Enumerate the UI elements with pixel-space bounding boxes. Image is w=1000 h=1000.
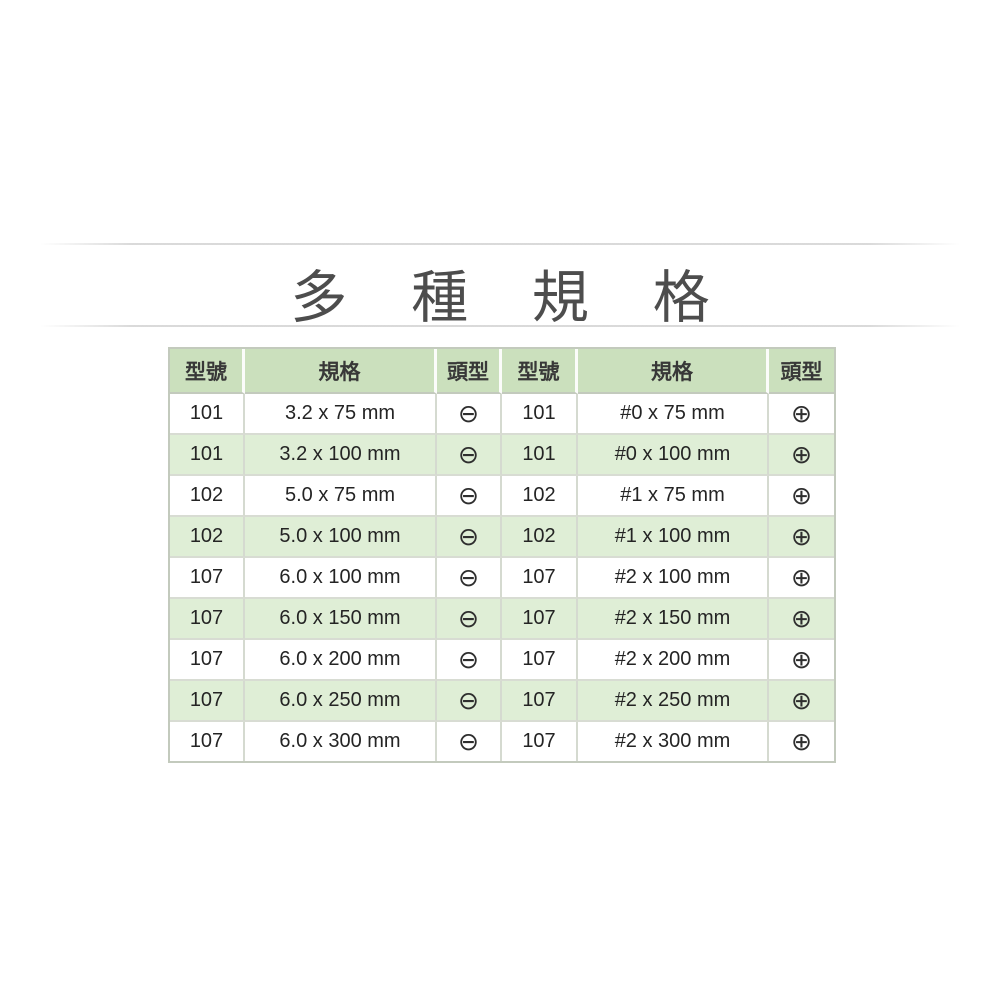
column-header-head-left: 頭型 [437, 349, 502, 394]
flathead-icon: ⊖ [437, 435, 502, 476]
spec-table-header: 型號 規格 頭型 型號 規格 頭型 [170, 349, 834, 394]
top-divider-line [40, 243, 960, 245]
spec-cell-right: #2 x 150 mm [578, 599, 769, 640]
table-row: 102 5.0 x 100 mm ⊖ 102 #1 x 100 mm ⊕ [170, 517, 834, 558]
flathead-icon: ⊖ [437, 722, 502, 761]
column-header-head-right: 頭型 [769, 349, 834, 394]
spec-cell-left: 3.2 x 75 mm [245, 394, 437, 435]
column-header-model-right: 型號 [502, 349, 578, 394]
model-cell-left: 102 [170, 517, 245, 558]
model-cell-right: 107 [502, 640, 578, 681]
model-cell-left: 107 [170, 681, 245, 722]
phillips-icon: ⊕ [769, 476, 834, 517]
spec-cell-right: #1 x 75 mm [578, 476, 769, 517]
model-cell-left: 107 [170, 722, 245, 761]
phillips-icon: ⊕ [769, 681, 834, 722]
column-header-spec-right: 規格 [578, 349, 769, 394]
table-row: 101 3.2 x 75 mm ⊖ 101 #0 x 75 mm ⊕ [170, 394, 834, 435]
phillips-icon: ⊕ [769, 558, 834, 599]
model-cell-right: 107 [502, 558, 578, 599]
flathead-icon: ⊖ [437, 394, 502, 435]
spec-table: 型號 規格 頭型 型號 規格 頭型 101 3.2 x 75 mm ⊖ 101 #0 x… [168, 347, 836, 763]
spec-cell-right: #2 x 100 mm [578, 558, 769, 599]
model-cell-right: 107 [502, 681, 578, 722]
spec-cell-right: #1 x 100 mm [578, 517, 769, 558]
spec-cell-right: #0 x 75 mm [578, 394, 769, 435]
flathead-icon: ⊖ [437, 558, 502, 599]
model-cell-left: 102 [170, 476, 245, 517]
model-cell-left: 107 [170, 599, 245, 640]
phillips-icon: ⊕ [769, 722, 834, 761]
model-cell-right: 101 [502, 435, 578, 476]
spec-cell-left: 6.0 x 100 mm [245, 558, 437, 599]
header-row: 型號 規格 頭型 型號 規格 頭型 [170, 349, 834, 394]
spec-cell-left: 5.0 x 75 mm [245, 476, 437, 517]
spec-cell-left: 6.0 x 250 mm [245, 681, 437, 722]
model-cell-left: 107 [170, 640, 245, 681]
model-cell-left: 101 [170, 394, 245, 435]
page-title: 多 種 規 格 [290, 266, 734, 330]
model-cell-right: 101 [502, 394, 578, 435]
phillips-icon: ⊕ [769, 599, 834, 640]
table-row: 107 6.0 x 150 mm ⊖ 107 #2 x 150 mm ⊕ [170, 599, 834, 640]
spec-cell-right: #0 x 100 mm [578, 435, 769, 476]
spec-cell-right: #2 x 300 mm [578, 722, 769, 761]
model-cell-right: 107 [502, 722, 578, 761]
flathead-icon: ⊖ [437, 599, 502, 640]
spec-cell-left: 3.2 x 100 mm [245, 435, 437, 476]
table-row: 101 3.2 x 100 mm ⊖ 101 #0 x 100 mm ⊕ [170, 435, 834, 476]
flathead-icon: ⊖ [437, 517, 502, 558]
phillips-icon: ⊕ [769, 394, 834, 435]
phillips-icon: ⊕ [769, 517, 834, 558]
bottom-divider-line [40, 325, 960, 327]
phillips-icon: ⊕ [769, 435, 834, 476]
column-header-model-left: 型號 [170, 349, 245, 394]
model-cell-left: 101 [170, 435, 245, 476]
model-cell-left: 107 [170, 558, 245, 599]
flathead-icon: ⊖ [437, 476, 502, 517]
phillips-icon: ⊕ [769, 640, 834, 681]
flathead-icon: ⊖ [437, 640, 502, 681]
table-row: 107 6.0 x 100 mm ⊖ 107 #2 x 100 mm ⊕ [170, 558, 834, 599]
model-cell-right: 102 [502, 476, 578, 517]
spec-cell-right: #2 x 250 mm [578, 681, 769, 722]
spec-table-body: 101 3.2 x 75 mm ⊖ 101 #0 x 75 mm ⊕ 101 3.2 x 10… [170, 394, 834, 761]
table-row: 107 6.0 x 300 mm ⊖ 107 #2 x 300 mm ⊕ [170, 722, 834, 761]
spec-cell-left: 6.0 x 150 mm [245, 599, 437, 640]
model-cell-right: 102 [502, 517, 578, 558]
spec-cell-left: 5.0 x 100 mm [245, 517, 437, 558]
flathead-icon: ⊖ [437, 681, 502, 722]
table-row: 107 6.0 x 250 mm ⊖ 107 #2 x 250 mm ⊕ [170, 681, 834, 722]
column-header-spec-left: 規格 [245, 349, 437, 394]
spec-cell-right: #2 x 200 mm [578, 640, 769, 681]
model-cell-right: 107 [502, 599, 578, 640]
table-row: 107 6.0 x 200 mm ⊖ 107 #2 x 200 mm ⊕ [170, 640, 834, 681]
spec-cell-left: 6.0 x 300 mm [245, 722, 437, 761]
spec-cell-left: 6.0 x 200 mm [245, 640, 437, 681]
table-row: 102 5.0 x 75 mm ⊖ 102 #1 x 75 mm ⊕ [170, 476, 834, 517]
